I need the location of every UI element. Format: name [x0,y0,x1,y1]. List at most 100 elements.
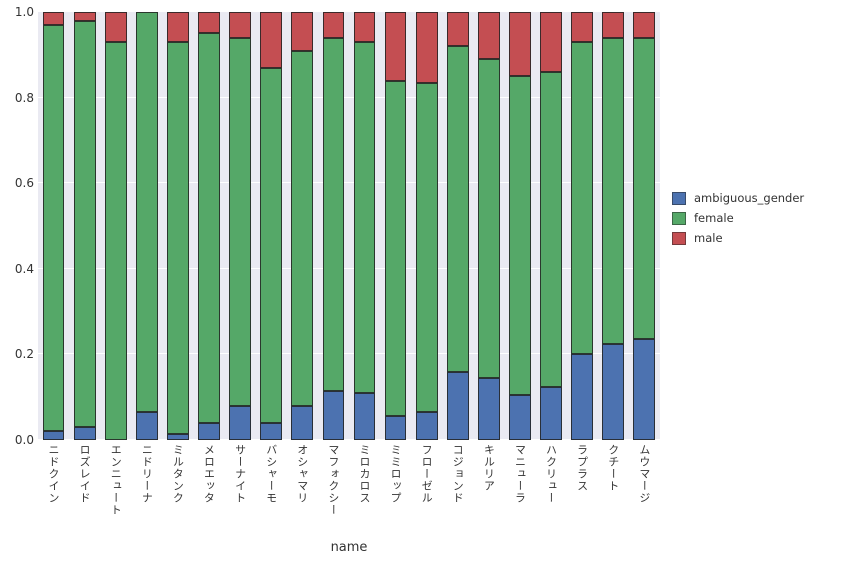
bar-segment-female [540,71,562,387]
bar-segment-ambiguous_gender [602,343,625,440]
bar-segment-male [477,12,500,60]
x-tick-text: クチート [606,444,620,492]
x-tick-label: ハクリュー [536,444,567,504]
bar-segment-ambiguous_gender [135,412,158,440]
bar-segment-male [602,12,625,38]
bar-segment-ambiguous_gender [509,395,531,440]
bar-segment-ambiguous_gender [415,412,438,440]
bar-segment-female [509,76,531,396]
legend-swatch-ambiguous_gender [672,192,686,205]
y-tick-label: 0.4 [14,261,34,276]
bar-segment-male [322,12,345,38]
stacked-bar-マニューラ [509,12,531,440]
y-tick-label: 1.0 [14,5,34,19]
legend-entry-male: male [672,232,804,245]
bar-segment-ambiguous_gender [540,386,562,440]
bar-slot [504,12,535,440]
bar-segment-ambiguous_gender [291,405,314,440]
bar-slot [567,12,598,440]
y-tick-label: 0.8 [14,90,34,105]
bar-slot [318,12,349,440]
bar-segment-male [291,12,314,51]
bar-segment-ambiguous_gender [260,422,283,440]
stacked-bar-ムウマージ [633,12,656,440]
stacked-bar-ラプラス [571,12,594,440]
stacked-bar-ミロカロス [353,12,376,440]
x-tick-text: ムウマージ [637,444,651,504]
y-tick-label: 0.2 [14,347,34,362]
x-tick-text: ハクリュー [544,444,558,504]
bar-segment-female [73,20,96,428]
x-tick-label: サーナイト [225,444,256,504]
stacked-bar-コジョンド [446,12,469,440]
bar-segment-male [540,12,562,72]
bar-slot [442,12,473,440]
stacked-bar-キルリア [477,12,500,440]
x-tick-label: キルリア [473,444,504,492]
legend-label-ambiguous_gender: ambiguous_gender [694,190,805,205]
bar-segment-female [353,41,376,393]
stacked-bar-エンニュート [104,12,127,440]
x-tick-label: ミロカロス [349,444,380,504]
x-tick-label: バシャーモ [256,444,287,504]
stacked-bar-クチート [602,12,625,440]
bar-segment-ambiguous_gender [571,354,594,440]
bar-segment-male [415,12,438,83]
bar-segment-male [73,12,96,21]
x-tick-label: オシャマリ [287,444,318,504]
bar-slot [225,12,256,440]
bar-slot [131,12,162,440]
bar-slot [536,12,567,440]
stacked-bar-ニドリーナ [135,12,158,440]
gridline [38,439,660,440]
x-tick-label: ニドリーナ [131,444,162,504]
legend-entry-ambiguous_gender: ambiguous_gender [672,192,804,205]
bar-segment-male [446,12,469,47]
gridline [38,11,660,12]
bar-segment-female [291,50,314,406]
x-axis-title: name [330,540,368,555]
x-tick-text: ニドリーナ [140,444,154,504]
bar-segment-female [42,24,65,432]
bar-slot [349,12,380,440]
x-tick-text: フローゼル [420,444,434,504]
x-axis: ニドクイン ロズレイド エンニュート ニドリーナ ミルタンク メロエッタ サーナイト バシャー… [38,444,660,536]
x-tick-label: フローゼル [411,444,442,504]
bar-slot [598,12,629,440]
bar-segment-female [477,59,500,378]
bar-segment-female [633,37,656,340]
bar-slot [629,12,660,440]
x-tick-label: ロズレイド [69,444,100,504]
y-tick-label: 0.0 [14,433,34,447]
bar-slot [162,12,193,440]
stacked-bar-ニドクイン [42,12,65,440]
x-tick-text: キルリア [482,444,496,492]
legend-swatch-male [672,232,686,245]
bar-segment-male [571,12,594,42]
x-tick-text: コジョンド [451,444,465,504]
bar-segment-male [633,12,656,38]
x-tick-text: マニューラ [513,444,527,504]
bar-slot [380,12,411,440]
stacked-bar-フローゼル [415,12,438,440]
stacked-bar-バシャーモ [260,12,283,440]
bar-segment-male [104,12,127,42]
bar-slot [69,12,100,440]
x-tick-label: ミミロップ [380,444,411,504]
bar-slot [411,12,442,440]
x-tick-label: マフォクシー [318,444,349,516]
bar-segment-female [384,80,407,417]
x-tick-text: エンニュート [109,444,123,516]
x-tick-text: オシャマリ [295,444,309,504]
x-tick-text: メロエッタ [202,444,216,504]
x-tick-label: マニューラ [504,444,535,504]
bar-segment-male [42,12,65,25]
stacked-bar-オシャマリ [291,12,314,440]
bar-segment-female [198,33,220,423]
x-tick-text: ロズレイド [78,444,92,504]
x-tick-text: ミミロップ [389,444,403,504]
stacked-bar-ハクリュー [540,12,562,440]
x-tick-label: エンニュート [100,444,131,516]
legend-entry-female: female [672,212,804,225]
